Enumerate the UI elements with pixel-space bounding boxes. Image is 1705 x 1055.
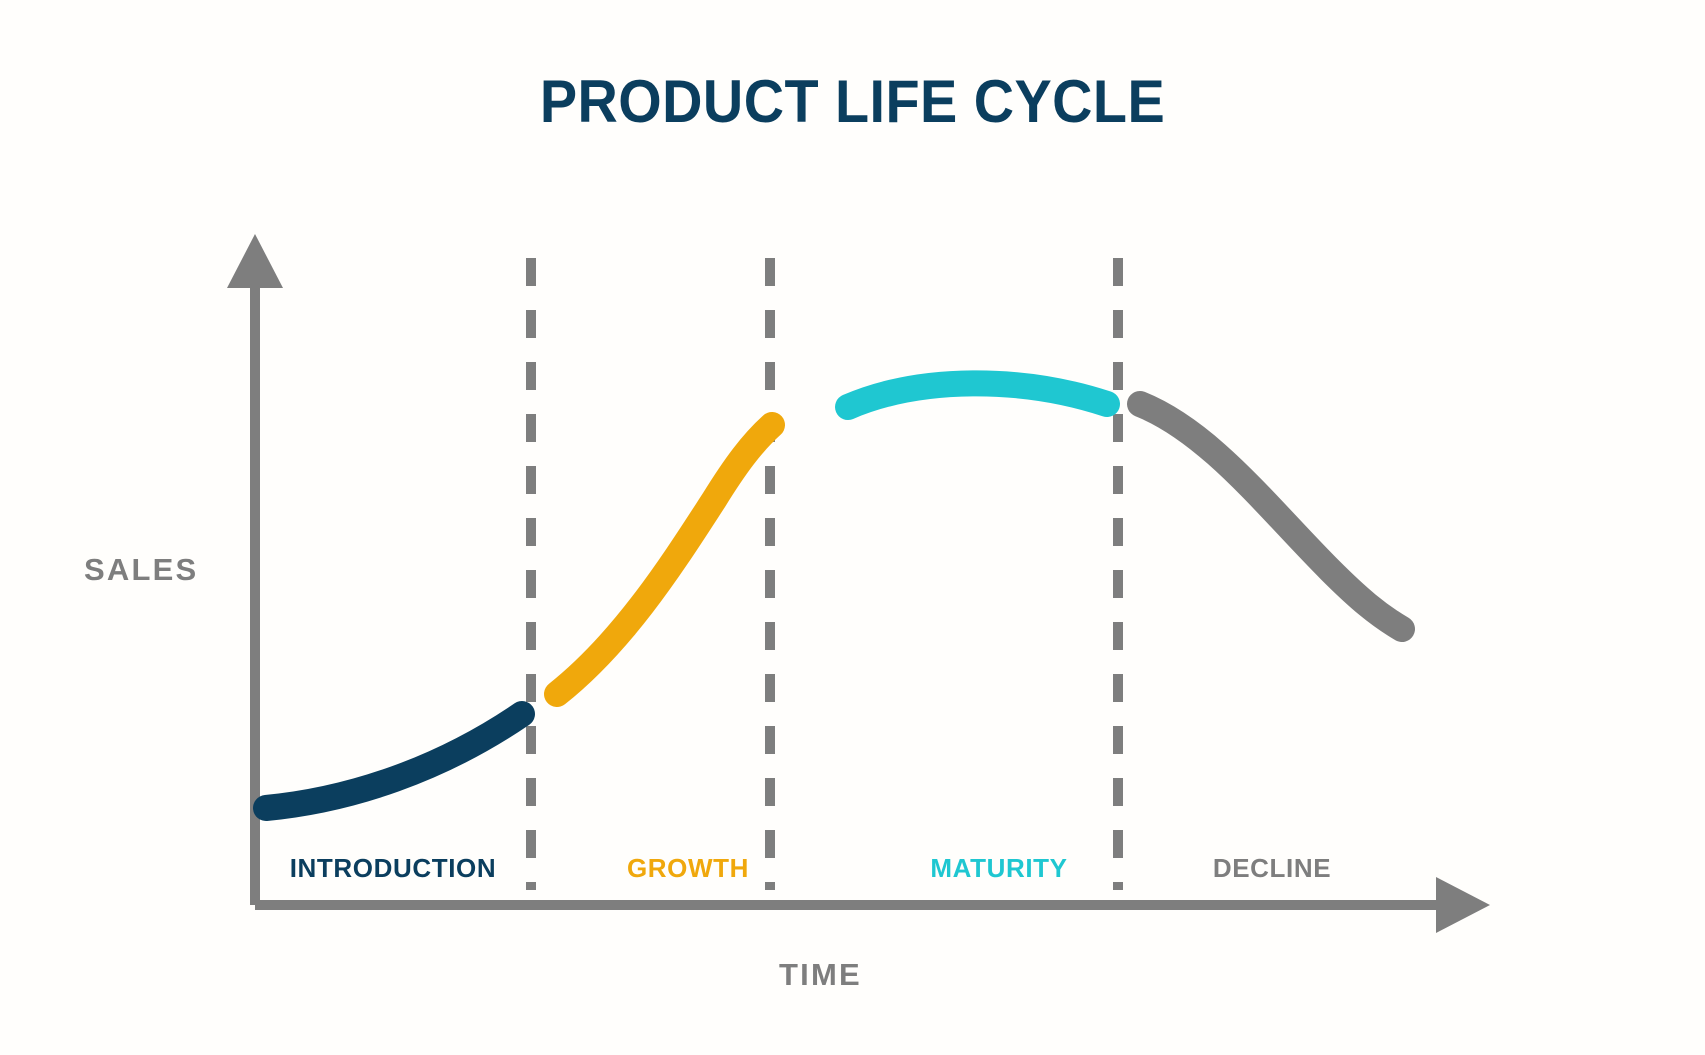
x-axis-label: TIME xyxy=(779,957,862,992)
life-cycle-curve xyxy=(253,370,1415,821)
stage-label-introduction: INTRODUCTION xyxy=(289,853,497,883)
curve-segment-decline xyxy=(1127,391,1415,642)
curve-segment-maturity xyxy=(835,370,1120,420)
x-axis xyxy=(255,877,1490,933)
x-axis-arrowhead-icon xyxy=(1436,877,1490,933)
curve-segment-growth xyxy=(544,412,785,707)
y-axis xyxy=(227,234,283,905)
curve-segment-introduction xyxy=(253,701,535,821)
y-axis-arrowhead-icon xyxy=(227,234,283,288)
stage-label-decline: DECLINE xyxy=(1212,853,1332,883)
stage-label-maturity: MATURITY xyxy=(930,853,1068,883)
y-axis-label: SALES xyxy=(84,552,199,587)
stage-dividers xyxy=(526,258,1123,890)
stage-label-growth: GROWTH xyxy=(626,853,750,883)
page-title: PRODUCT LIFE CYCLE xyxy=(539,68,1166,135)
